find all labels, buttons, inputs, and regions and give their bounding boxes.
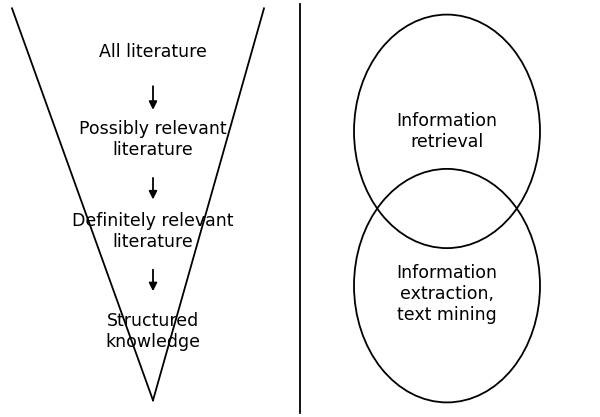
Text: Information
extraction,
text mining: Information extraction, text mining — [397, 264, 497, 324]
Text: Definitely relevant
literature: Definitely relevant literature — [72, 212, 234, 251]
Text: All literature: All literature — [99, 43, 207, 61]
Text: Structured
knowledge: Structured knowledge — [106, 312, 200, 351]
Text: Possibly relevant
literature: Possibly relevant literature — [79, 120, 227, 159]
Text: Information
retrieval: Information retrieval — [397, 112, 497, 151]
